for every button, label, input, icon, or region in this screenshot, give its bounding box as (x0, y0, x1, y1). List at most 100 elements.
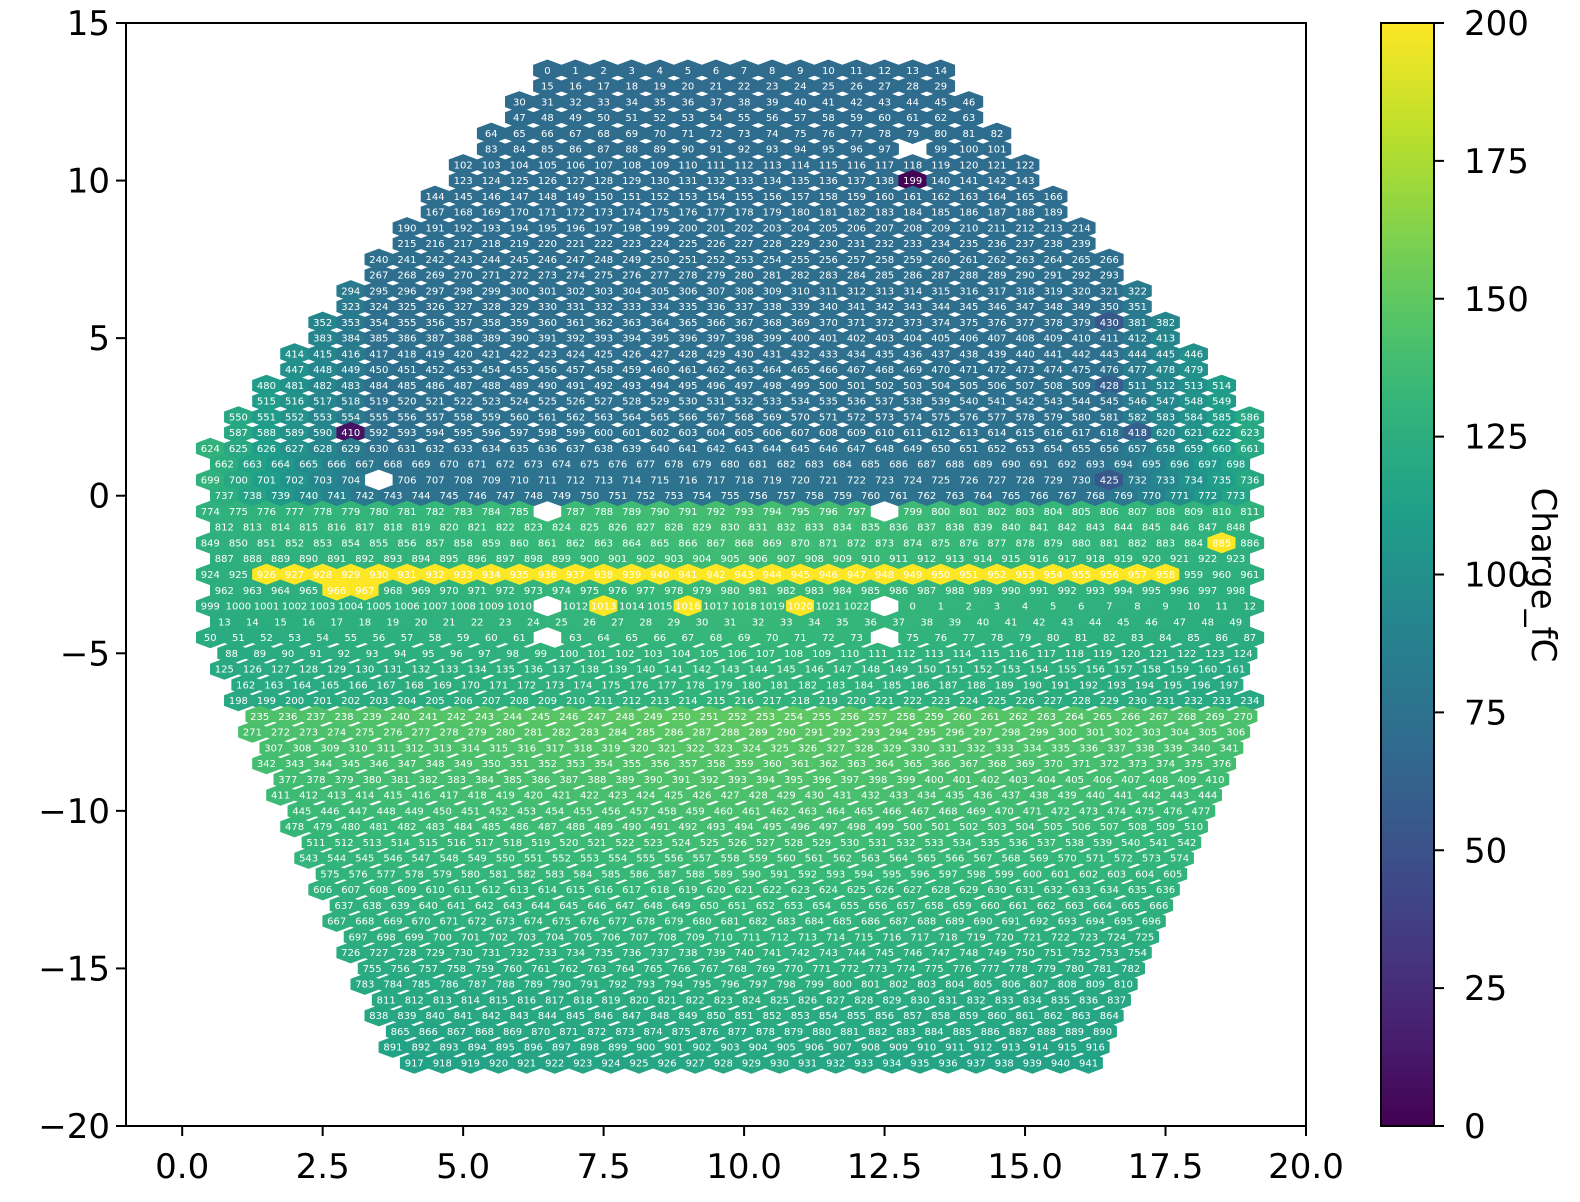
hex-cell-label: 895 (440, 554, 459, 565)
hex-cell-label: 222 (903, 696, 922, 707)
hex-cell-label: 550 (229, 412, 248, 423)
hex-cell-label: 571 (1086, 854, 1105, 865)
hex-cell-label: 764 (973, 491, 992, 502)
hex-cell-label: 135 (496, 665, 515, 676)
hex-cell-label: 759 (475, 964, 494, 975)
hex-cell-label: 589 (285, 428, 304, 439)
hex-cell-label: 616 (1044, 428, 1063, 439)
hex-cell-label: 244 (503, 712, 522, 723)
hex-cell-label: 775 (924, 964, 943, 975)
hex-cell-label: 593 (826, 869, 845, 880)
hex-cell (1066, 264, 1096, 286)
hex-cell-label: 335 (678, 302, 697, 313)
hex-cell-label: 112 (735, 160, 754, 171)
hex-cell-label: 890 (299, 554, 318, 565)
hex-cell-label: 0 (909, 602, 915, 613)
hex-cell-label: 38 (920, 617, 933, 628)
hex-cell-label: 975 (580, 586, 599, 597)
hex-cell-label: 503 (987, 822, 1006, 833)
hex-cell-label: 311 (377, 743, 396, 754)
hex-cell-label: 237 (1016, 239, 1035, 250)
y-tick-label: 0 (88, 477, 110, 517)
hex-cell-label: 413 (1156, 334, 1175, 345)
hex-cell-label: 904 (692, 554, 711, 565)
hex-cell-label: 205 (819, 223, 838, 234)
hex-cell-label: 1021 (816, 602, 841, 613)
hex-cell-label: 969 (411, 586, 430, 597)
hex-cell-label: 725 (1135, 932, 1154, 943)
hex-cell-label: 340 (819, 302, 838, 313)
hex-cell-label: 553 (580, 854, 599, 865)
hex-cell (505, 169, 534, 192)
hex-cell-label: 820 (629, 995, 648, 1006)
hex-cell (785, 75, 815, 97)
hex-cell-label: 130 (355, 665, 374, 676)
hex-cell-label: 86 (569, 145, 582, 156)
hex-cell (954, 217, 984, 239)
hex-cell-label: 572 (847, 412, 866, 423)
hex-cell-label: 228 (763, 239, 782, 250)
hex-cell-label: 270 (454, 271, 473, 282)
hex-cell-label: 408 (1016, 334, 1035, 345)
hex-cell-label: 863 (1072, 1011, 1091, 1022)
hex-cell-label: 58 (822, 113, 835, 124)
hex-cell-label: 776 (953, 964, 972, 975)
hex-cell-label: 799 (903, 507, 922, 518)
hex-cell-label: 575 (320, 869, 339, 880)
hex-cell-label: 837 (917, 523, 936, 534)
hex-cell-label: 446 (1184, 349, 1203, 360)
hex-cell-label: 1009 (479, 602, 504, 613)
hex-cell-label: 707 (629, 932, 648, 943)
hex-cell-label: 720 (995, 932, 1014, 943)
hex-cell-label: 296 (397, 286, 416, 297)
hex-cell-label: 351 (1128, 302, 1147, 313)
hex-cell-label: 628 (931, 885, 950, 896)
hex-cell-label: 921 (1170, 554, 1189, 565)
hex-cell-label: 138 (580, 665, 599, 676)
hex-cell-label: 707 (426, 475, 445, 486)
hex-cell-label: 93 (766, 145, 779, 156)
hex-cell-label: 264 (1065, 712, 1084, 723)
hex-cell-label: 578 (1016, 412, 1035, 423)
hex-cell-label: 182 (798, 680, 817, 691)
hex-cell-label: 92 (338, 649, 351, 660)
hex-cell-label: 697 (1198, 460, 1217, 471)
hex-cell-label: 815 (489, 995, 508, 1006)
hex-cell-label: 167 (426, 208, 445, 219)
hex-cell-label: 625 (847, 885, 866, 896)
hex-cell-label: 418 (397, 349, 416, 360)
hex-cell-label: 247 (587, 712, 606, 723)
hex-cell-label: 131 (383, 665, 402, 676)
hex-cell-label: 922 (1198, 554, 1217, 565)
hex-cell (814, 122, 843, 145)
hex-cell-label: 243 (475, 712, 494, 723)
hex-cell-label: 758 (447, 964, 466, 975)
hex-cell (701, 91, 731, 113)
hex-cell-label: 907 (833, 1043, 852, 1054)
hex-cell-label: 140 (931, 176, 950, 187)
hex-cell-label: 533 (924, 838, 943, 849)
hex-cell-label: 366 (931, 759, 950, 770)
hex-cell-label: 61 (906, 113, 919, 124)
hex-cell-label: 755 (363, 964, 382, 975)
hex-cell-label: 347 (1016, 302, 1035, 313)
hex-cell-label: 5 (685, 66, 691, 77)
hex-cell-label: 85 (541, 145, 554, 156)
hex-cell-label: 902 (692, 1043, 711, 1054)
hex-cell-label: 563 (594, 412, 613, 423)
hex-cell (617, 264, 647, 286)
hex-cell-label: 203 (369, 696, 388, 707)
hex-cell-label: 136 (524, 665, 543, 676)
hex-cell-label: 239 (1072, 239, 1091, 250)
x-tick-label: 10.0 (706, 1147, 782, 1187)
hex-cell-label: 50 (204, 633, 217, 644)
hex-cell-label: 546 (1128, 397, 1147, 408)
hex-cell-label: 305 (1198, 728, 1217, 739)
hex-cell-label: 774 (201, 507, 220, 518)
hex-cell-label: 887 (1009, 1027, 1028, 1038)
colorbar-tick-label: 50 (1464, 831, 1507, 871)
hex-cell-label: 507 (1100, 822, 1119, 833)
hex-cell (1010, 154, 1040, 176)
hex-cell-label: 157 (1114, 665, 1133, 676)
